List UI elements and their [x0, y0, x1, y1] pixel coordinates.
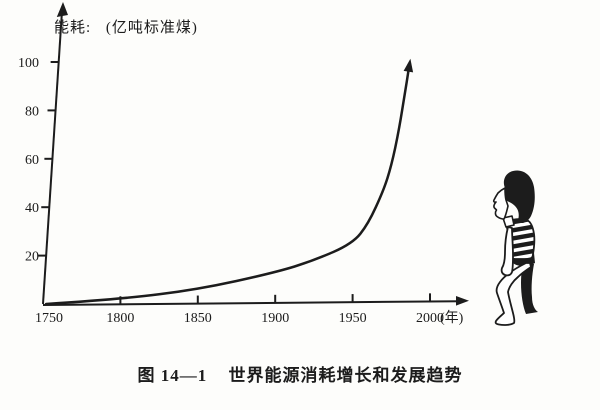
axes [42, 10, 461, 306]
energy-consumption-curve [44, 70, 410, 306]
x-tick-label: 2000 [416, 311, 444, 326]
figure-caption: 图 14—1 世界能源消耗增长和发展趋势 [0, 361, 600, 386]
y-tick-label: 20 [25, 250, 39, 265]
energy-trend-chart: 20 40 60 80 100 1750 1800 1850 1900 1950 2000 [18, 2, 469, 326]
y-tick-label: 100 [18, 56, 39, 71]
child-front-leg [494, 262, 532, 326]
x-tick-label: 1950 [339, 311, 367, 326]
figure-number: 图 14—1 [137, 366, 208, 385]
figure-title: 世界能源消耗增长和发展趋势 [228, 366, 463, 385]
child-neck [502, 215, 515, 228]
x-tick-label: 1750 [35, 311, 63, 326]
y-tick-label: 60 [25, 153, 39, 168]
y-axis [42, 10, 63, 305]
child-figure [492, 170, 538, 326]
y-axis-arrow-icon [56, 2, 68, 17]
y-tick-label: 40 [25, 201, 39, 216]
y-tick-label: 80 [25, 104, 39, 119]
x-tick-label: 1850 [184, 311, 212, 326]
x-axis-unit: (年) [440, 311, 464, 326]
x-tick-label: 1800 [106, 311, 134, 326]
child-hair [503, 170, 535, 223]
x-tick-label: 1900 [261, 311, 289, 326]
x-axis-ticks: 1750 1800 1850 1900 1950 2000 [35, 293, 444, 326]
y-axis-title: 能耗: (亿吨标准煤) [54, 16, 198, 37]
y-axis-title-prefix: 能耗: [54, 20, 92, 36]
child-arm [500, 226, 514, 277]
child-face [492, 187, 509, 220]
child-back-leg [521, 261, 538, 314]
curve-arrow-icon [403, 58, 414, 73]
y-axis-ticks: 20 40 60 80 100 [18, 56, 59, 265]
y-axis-unit: (亿吨标准煤) [105, 20, 198, 36]
x-axis [42, 300, 461, 306]
x-axis-arrow-icon [456, 296, 469, 306]
